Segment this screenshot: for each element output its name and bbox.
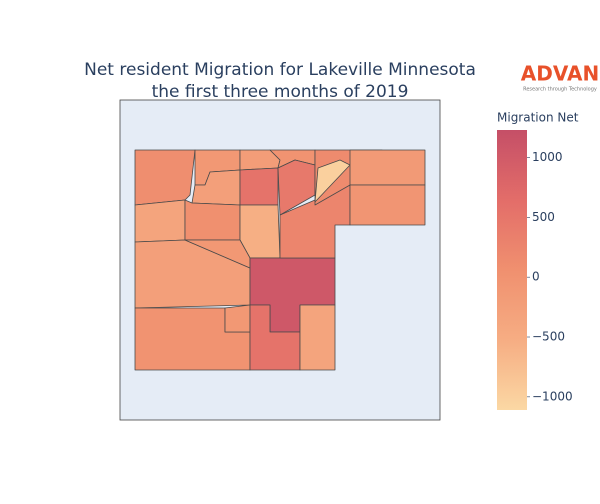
colorbar-tick-label: 0 bbox=[532, 270, 540, 284]
region bbox=[134, 149, 196, 206]
logo-tagline: Research through Technology bbox=[523, 87, 597, 93]
logo: ADVAN bbox=[521, 62, 599, 86]
chart-title: Net resident Migration for Lakeville Min… bbox=[84, 60, 476, 80]
colorbar-tick-label: 1000 bbox=[532, 150, 563, 164]
region bbox=[239, 167, 279, 206]
colorbar-tick-label: −500 bbox=[532, 330, 565, 344]
colorbar bbox=[497, 130, 527, 410]
region bbox=[349, 149, 426, 186]
region bbox=[299, 304, 336, 371]
colorbar-tick-label: 500 bbox=[532, 210, 555, 224]
region bbox=[224, 304, 251, 333]
colorbar-ticks: −1000 −500 0 500 1000 bbox=[527, 150, 573, 403]
region bbox=[349, 184, 426, 226]
region bbox=[184, 199, 241, 241]
colorbar-title: Migration Net bbox=[497, 111, 579, 125]
chart-subtitle: the first three months of 2019 bbox=[152, 82, 409, 102]
colorbar-tick-label: −1000 bbox=[532, 389, 573, 403]
regions bbox=[134, 149, 426, 371]
region bbox=[134, 199, 186, 243]
